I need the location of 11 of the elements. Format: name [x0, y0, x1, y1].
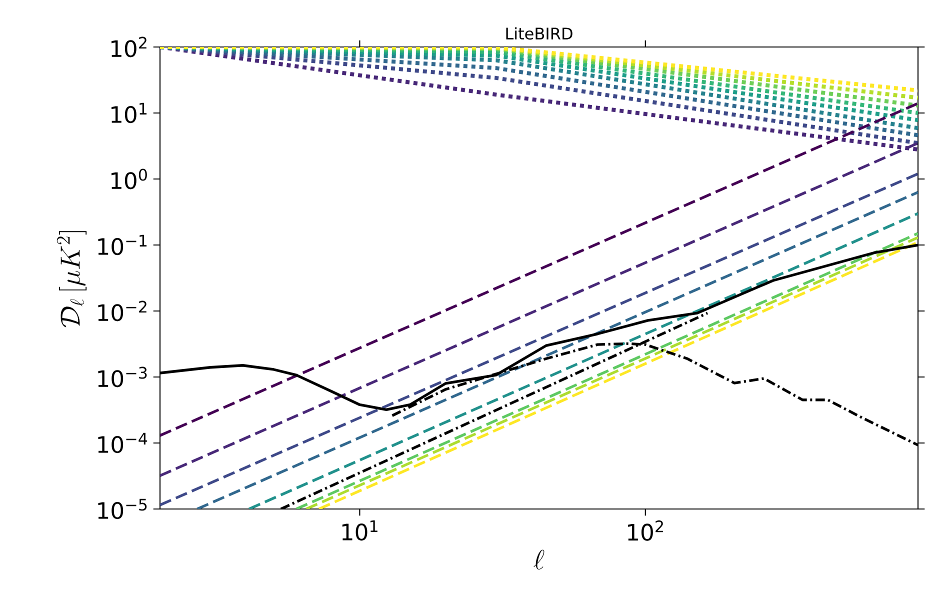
y-tick-label: 10$^{−3}$ — [98, 366, 147, 388]
chart-title: LiteBIRD — [506, 27, 572, 40]
y-tick-label: 10$^{2}$ — [112, 36, 146, 58]
x-axis-title: $\ell$ — [534, 550, 544, 570]
y-tick-label: 10$^{1}$ — [112, 102, 147, 124]
y-tick-label: 10$^{−1}$ — [98, 234, 147, 256]
y-tick-label: 10$^{−2}$ — [98, 300, 146, 322]
y-tick-label: 10$^{−5}$ — [98, 498, 147, 520]
y-tick-label: 10$^{0}$ — [112, 168, 147, 190]
y-tick-label: 10$^{−4}$ — [98, 432, 148, 454]
y-axis-title: $\mathcal{D}_\ell\,[\mu K^2]$ — [56, 231, 87, 328]
